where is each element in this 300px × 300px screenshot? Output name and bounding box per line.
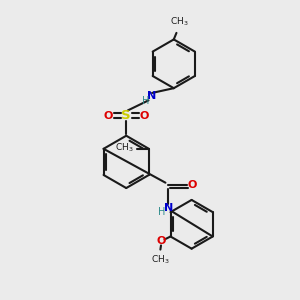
Text: O: O	[188, 180, 197, 190]
Text: O: O	[156, 236, 166, 246]
Text: N: N	[148, 91, 157, 101]
Text: H: H	[142, 96, 150, 106]
Text: CH$_3$: CH$_3$	[151, 253, 170, 266]
Text: H: H	[158, 207, 166, 217]
Text: CH$_3$: CH$_3$	[170, 16, 188, 28]
Text: O: O	[103, 111, 112, 121]
Text: N: N	[164, 203, 174, 213]
Text: O: O	[140, 111, 149, 121]
Text: CH$_3$: CH$_3$	[115, 142, 134, 155]
Text: S: S	[122, 109, 131, 122]
